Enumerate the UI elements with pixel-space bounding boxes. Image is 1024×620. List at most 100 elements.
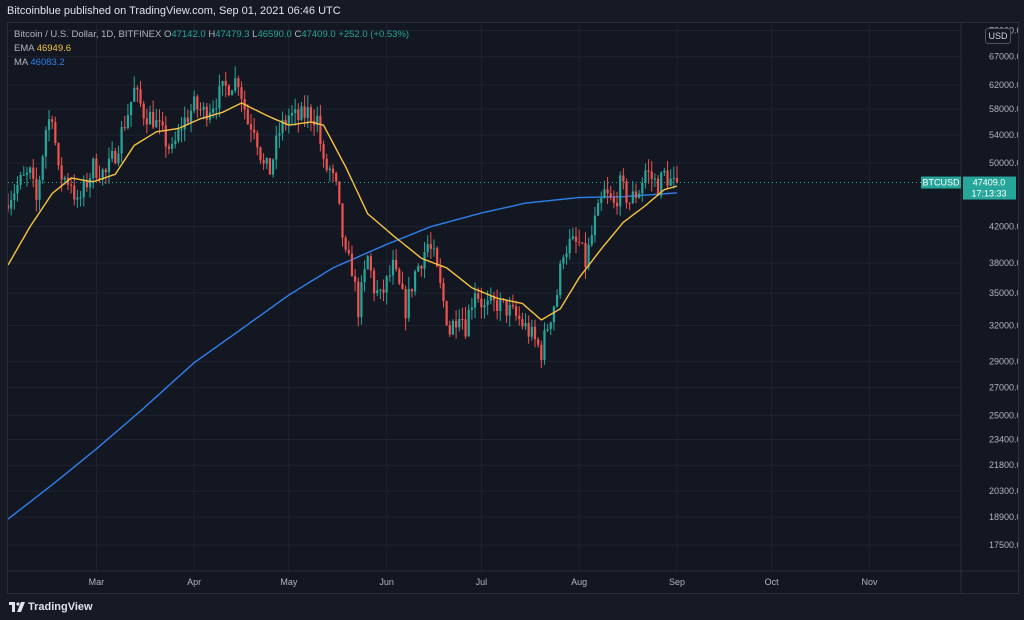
candle-body xyxy=(391,259,395,276)
candle xyxy=(88,173,92,198)
candle xyxy=(543,322,546,365)
candles[interactable] xyxy=(8,66,679,369)
candle-body xyxy=(218,85,221,109)
candle-body xyxy=(401,283,404,289)
candle-body xyxy=(70,184,73,186)
candle xyxy=(369,253,373,279)
candle xyxy=(467,304,470,337)
high-value: 47479.3 xyxy=(215,29,250,40)
candle-body xyxy=(28,167,32,173)
tradingview-logo[interactable]: TradingView xyxy=(9,601,93,613)
symbol-tag-label: BTCUSD xyxy=(922,178,960,188)
candle-body xyxy=(464,319,467,337)
candle xyxy=(259,146,262,164)
x-tick-label: Aug xyxy=(571,577,587,587)
candle-body xyxy=(555,295,559,307)
candle-body xyxy=(631,191,634,203)
candle xyxy=(568,229,571,260)
candle xyxy=(186,109,189,124)
candle-body xyxy=(477,293,480,299)
candle xyxy=(183,106,186,142)
low-value: 46590.0 xyxy=(257,29,292,40)
candle xyxy=(281,111,284,141)
x-tick-label: Apr xyxy=(187,577,201,587)
candle xyxy=(628,202,631,211)
candle-body xyxy=(423,252,426,269)
candle-body xyxy=(170,144,174,149)
candle xyxy=(524,313,527,331)
ma-value: 46083.2 xyxy=(30,57,65,68)
axes: 17500.0 18900.0 20300.0 21800.0 23400.0 25000… xyxy=(8,23,1018,593)
candle-body xyxy=(562,257,565,264)
candle xyxy=(28,166,32,180)
candle-body xyxy=(442,282,445,302)
candle xyxy=(379,288,382,300)
candle xyxy=(508,297,511,327)
candle xyxy=(104,167,107,185)
y-tick-label: 38000.0 xyxy=(989,258,1018,268)
candle xyxy=(609,185,612,201)
candle xyxy=(111,141,114,163)
candle xyxy=(234,66,237,94)
candle-body xyxy=(574,236,578,242)
candle-body xyxy=(249,124,253,130)
candle-body xyxy=(341,203,344,238)
candle xyxy=(647,159,650,184)
candle xyxy=(237,75,240,96)
candle xyxy=(603,180,606,199)
candle-body xyxy=(606,189,609,194)
currency-button[interactable]: USD xyxy=(985,28,1011,44)
candle xyxy=(278,122,281,149)
candle-body xyxy=(259,147,262,161)
candle xyxy=(325,153,328,173)
candle-body xyxy=(335,173,338,182)
candle xyxy=(672,166,675,189)
price-chart[interactable]: 17500.0 18900.0 20300.0 21800.0 23400.0 25000… xyxy=(8,23,1018,593)
candle-body xyxy=(467,309,470,337)
candle-body xyxy=(461,318,464,320)
x-tick-label: Sep xyxy=(669,577,685,587)
candle-body xyxy=(212,108,215,113)
ma-legend[interactable]: MA 46083.2 xyxy=(14,57,65,68)
candle-body xyxy=(92,158,95,179)
candle xyxy=(533,319,537,348)
candle-body xyxy=(480,298,483,308)
candle-body xyxy=(117,153,120,164)
candle-body xyxy=(527,323,530,337)
candle-body xyxy=(294,109,297,113)
x-tick-label: Jun xyxy=(379,577,394,587)
candle-body xyxy=(73,185,76,200)
candle-body xyxy=(385,276,388,293)
candle-body xyxy=(199,109,202,111)
candle-body xyxy=(253,129,256,133)
candle-body xyxy=(511,304,515,307)
y-tick-label: 27000.0 xyxy=(989,382,1018,392)
chart-pane[interactable]: 17500.0 18900.0 20300.0 21800.0 23400.0 25000… xyxy=(7,22,1019,594)
candle-body xyxy=(366,256,369,270)
candle xyxy=(660,171,663,199)
y-tick-label: 21800.0 xyxy=(989,460,1018,470)
candle xyxy=(571,227,574,241)
candle-body xyxy=(167,146,171,149)
candle-body xyxy=(587,244,590,268)
candle-body xyxy=(202,106,205,110)
candle-body xyxy=(177,129,180,141)
candle-body xyxy=(426,244,429,253)
candle xyxy=(559,260,562,299)
candle-body xyxy=(79,197,82,199)
candle-body xyxy=(508,304,511,316)
candle-body xyxy=(647,170,650,172)
candle-body xyxy=(186,117,189,123)
candle xyxy=(221,80,224,96)
candle xyxy=(413,269,417,296)
candle-body xyxy=(205,106,208,120)
y-tick-label: 62000.0 xyxy=(989,80,1018,90)
candle-body xyxy=(568,238,571,254)
candle-body xyxy=(483,305,486,308)
y-tick-label: 50000.0 xyxy=(989,158,1018,168)
candle-body xyxy=(609,193,612,198)
ema-legend[interactable]: EMA 46949.6 xyxy=(14,43,71,54)
x-tick-label: Nov xyxy=(861,577,878,587)
candle xyxy=(615,191,619,215)
candle-body xyxy=(98,178,101,180)
